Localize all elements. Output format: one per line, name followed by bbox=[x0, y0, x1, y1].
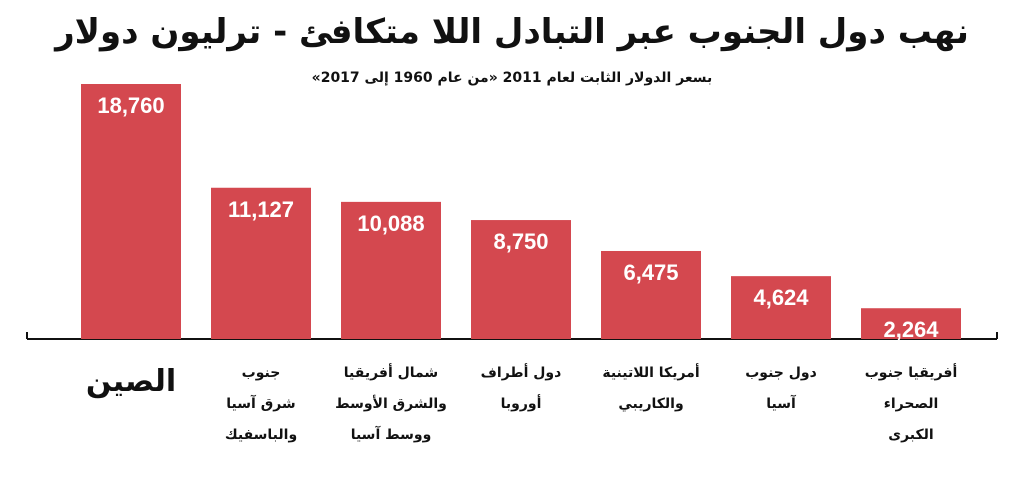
category-label: الصين bbox=[86, 364, 176, 399]
bar-value-label: 4,624 bbox=[753, 285, 809, 310]
bar bbox=[861, 308, 961, 339]
category-label: أمريكا اللاتينية bbox=[602, 363, 699, 381]
category-label: والكاريبي bbox=[618, 396, 683, 412]
category-label: الصحراء bbox=[884, 396, 939, 412]
category-label: دول جنوب bbox=[745, 365, 817, 381]
chart-subtitle: بسعر الدولار الثابت لعام 2011 «من عام 19… bbox=[311, 70, 713, 86]
category-label: دول أطراف bbox=[481, 363, 562, 381]
chart-title: نهب دول الجنوب عبر التبادل اللا متكافئ -… bbox=[55, 12, 969, 52]
category-label: شرق آسيا bbox=[226, 394, 295, 412]
category-label: شمال أفريقيا bbox=[344, 363, 438, 381]
bar-value-label: 6,475 bbox=[623, 260, 678, 285]
bar-value-label: 11,127 bbox=[228, 197, 294, 222]
bar-value-label: 8,750 bbox=[493, 229, 548, 254]
category-label: الكبرى bbox=[888, 427, 933, 443]
category-label: أفريقيا جنوب bbox=[865, 363, 958, 381]
bar bbox=[341, 201, 441, 339]
category-label: والشرق الأوسط bbox=[335, 395, 447, 412]
bar-value-label: 2,264 bbox=[883, 317, 939, 342]
bar-value-label: 10,088 bbox=[357, 211, 424, 236]
bar-value-label: 18,760 bbox=[97, 93, 164, 118]
bar bbox=[471, 220, 571, 339]
category-label: والباسفيك bbox=[225, 427, 297, 443]
category-label: أوروبا bbox=[501, 394, 542, 412]
category-label: آسيا bbox=[766, 394, 797, 412]
bar bbox=[81, 84, 181, 339]
bar bbox=[211, 187, 311, 339]
bar bbox=[731, 276, 831, 339]
category-label: جنوب bbox=[242, 365, 281, 381]
category-label: ووسط آسيا bbox=[351, 425, 432, 443]
bar bbox=[601, 250, 701, 339]
